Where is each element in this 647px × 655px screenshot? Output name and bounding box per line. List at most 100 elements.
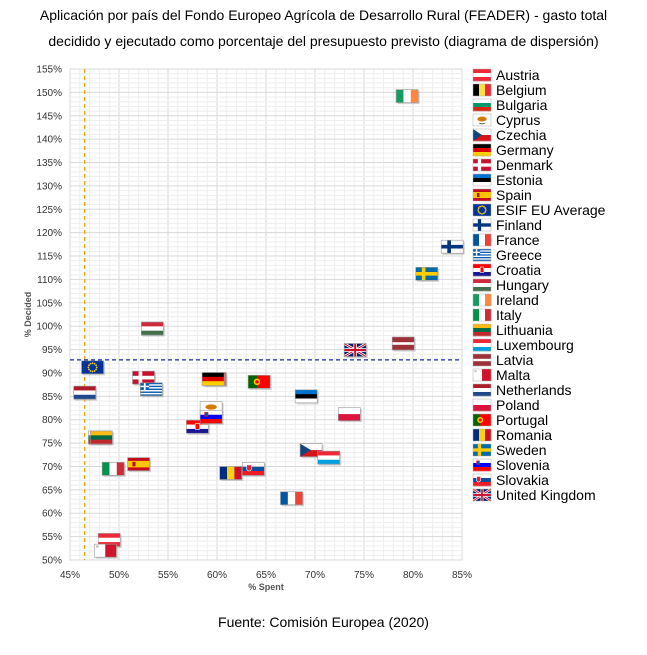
legend-swatch — [472, 188, 492, 202]
legend-label: Romania — [496, 427, 552, 443]
data-points — [73, 89, 465, 559]
x-tick-label: 55% — [158, 570, 178, 581]
data-point-malta — [93, 543, 118, 559]
legend-item-malta: Malta — [472, 367, 530, 383]
legend-label: Austria — [496, 67, 540, 83]
legend-label: Czechia — [496, 127, 547, 143]
legend-label: United Kingdom — [496, 487, 596, 503]
legend-item-bulgaria: Bulgaria — [472, 97, 548, 113]
data-point-greece — [140, 382, 164, 398]
legend-swatch — [472, 203, 492, 217]
legend-swatch — [472, 443, 492, 457]
legend-label: Latvia — [496, 352, 534, 368]
legend-swatch — [472, 308, 492, 322]
legend-label: Lithuania — [496, 322, 553, 338]
y-tick-label: 125% — [36, 205, 62, 216]
x-tick-label: 70% — [305, 570, 325, 581]
legend-swatch — [472, 488, 492, 502]
legend-item-slovakia: Slovakia — [472, 472, 549, 488]
legend-swatch — [472, 428, 492, 442]
grid — [69, 68, 463, 561]
legend-item-spain: Spain — [472, 187, 532, 203]
data-point-germany — [201, 372, 226, 388]
legend-label: Cyprus — [496, 112, 540, 128]
y-axis-title: % Decided — [23, 292, 33, 338]
y-tick-label: 135% — [36, 158, 62, 169]
data-point-luxembourg — [317, 450, 342, 466]
legend-label: Luxembourg — [496, 337, 574, 353]
legend-swatch — [472, 68, 492, 82]
y-tick-label: 85% — [42, 392, 62, 403]
data-point-slovenia — [199, 410, 224, 425]
legend-swatch — [472, 338, 492, 352]
x-tick-label: 80% — [403, 570, 423, 581]
x-tick-label: 85% — [452, 570, 472, 581]
y-tick-label: 75% — [42, 439, 62, 450]
y-tick-label: 120% — [36, 228, 62, 239]
data-point-france — [280, 491, 304, 507]
y-tick-label: 100% — [36, 322, 62, 333]
legend-label: Poland — [496, 397, 540, 413]
legend-label: Italy — [496, 307, 522, 323]
y-tick-label: 55% — [42, 532, 62, 543]
legend-item-lithuania: Lithuania — [472, 322, 553, 338]
legend-item-finland: Finland — [472, 217, 542, 233]
legend-item-romania: Romania — [472, 427, 552, 443]
y-tick-label: 140% — [36, 135, 62, 146]
legend-label: Denmark — [496, 157, 554, 173]
legend: AustriaBelgiumBulgariaCyprusCzechiaGerma… — [472, 67, 606, 503]
data-point-croatia — [186, 419, 210, 435]
legend-item-united-kingdom: United Kingdom — [472, 487, 596, 503]
legend-swatch — [472, 323, 492, 337]
legend-item-slovenia: Slovenia — [472, 457, 550, 473]
legend-swatch — [472, 383, 492, 397]
chart-title-line1: Aplicación por país del Fondo Europeo Ag… — [39, 7, 608, 23]
legend-item-portugal: Portugal — [472, 412, 548, 428]
x-tick-label: 65% — [256, 570, 276, 581]
data-point-latvia — [391, 336, 416, 352]
y-tick-label: 65% — [42, 485, 62, 496]
data-point-esif-eu-average — [81, 360, 106, 376]
legend-label: Portugal — [496, 412, 548, 428]
legend-item-austria: Austria — [472, 67, 540, 83]
scatter-chart: 45% 50% 55% 60% 65% 70% 75% 80% 85% 50% 55% 60% 65% 7… — [23, 65, 606, 593]
data-point-italy — [101, 462, 126, 477]
legend-item-denmark: Denmark — [472, 157, 554, 173]
data-point-united-kingdom — [343, 342, 368, 359]
legend-label: Sweden — [496, 442, 547, 458]
legend-swatch — [472, 173, 492, 187]
legend-swatch — [472, 293, 492, 307]
y-tick-label: 95% — [42, 345, 62, 356]
y-tick-label: 60% — [42, 509, 62, 520]
legend-item-luxembourg: Luxembourg — [472, 337, 574, 353]
data-point-czechia — [299, 443, 324, 459]
legend-swatch — [472, 248, 492, 262]
legend-label: Slovenia — [496, 457, 550, 473]
legend-swatch — [472, 218, 492, 232]
legend-label: Belgium — [496, 82, 547, 98]
legend-label: Bulgaria — [496, 97, 548, 113]
legend-item-france: France — [472, 232, 540, 248]
legend-item-czechia: Czechia — [472, 127, 547, 143]
legend-item-greece: Greece — [472, 247, 542, 263]
legend-swatch — [472, 158, 492, 172]
legend-swatch — [472, 473, 492, 487]
legend-swatch — [472, 263, 492, 277]
legend-label: Germany — [496, 142, 554, 158]
y-tick-label: 110% — [37, 275, 62, 286]
legend-swatch — [472, 113, 492, 127]
legend-label: Hungary — [496, 277, 549, 293]
y-tick-label: 130% — [36, 181, 62, 192]
y-tick-label: 80% — [42, 415, 62, 426]
legend-item-italy: Italy — [472, 307, 522, 323]
legend-label: ESIF EU Average — [496, 202, 606, 218]
data-point-finland — [440, 239, 465, 255]
legend-item-latvia: Latvia — [472, 352, 534, 368]
legend-swatch — [472, 143, 492, 157]
legend-swatch — [472, 128, 492, 142]
y-tick-label: 70% — [42, 462, 62, 473]
legend-item-germany: Germany — [472, 142, 554, 158]
legend-label: Greece — [496, 247, 542, 263]
legend-swatch — [472, 413, 492, 427]
legend-item-ireland: Ireland — [472, 292, 539, 308]
